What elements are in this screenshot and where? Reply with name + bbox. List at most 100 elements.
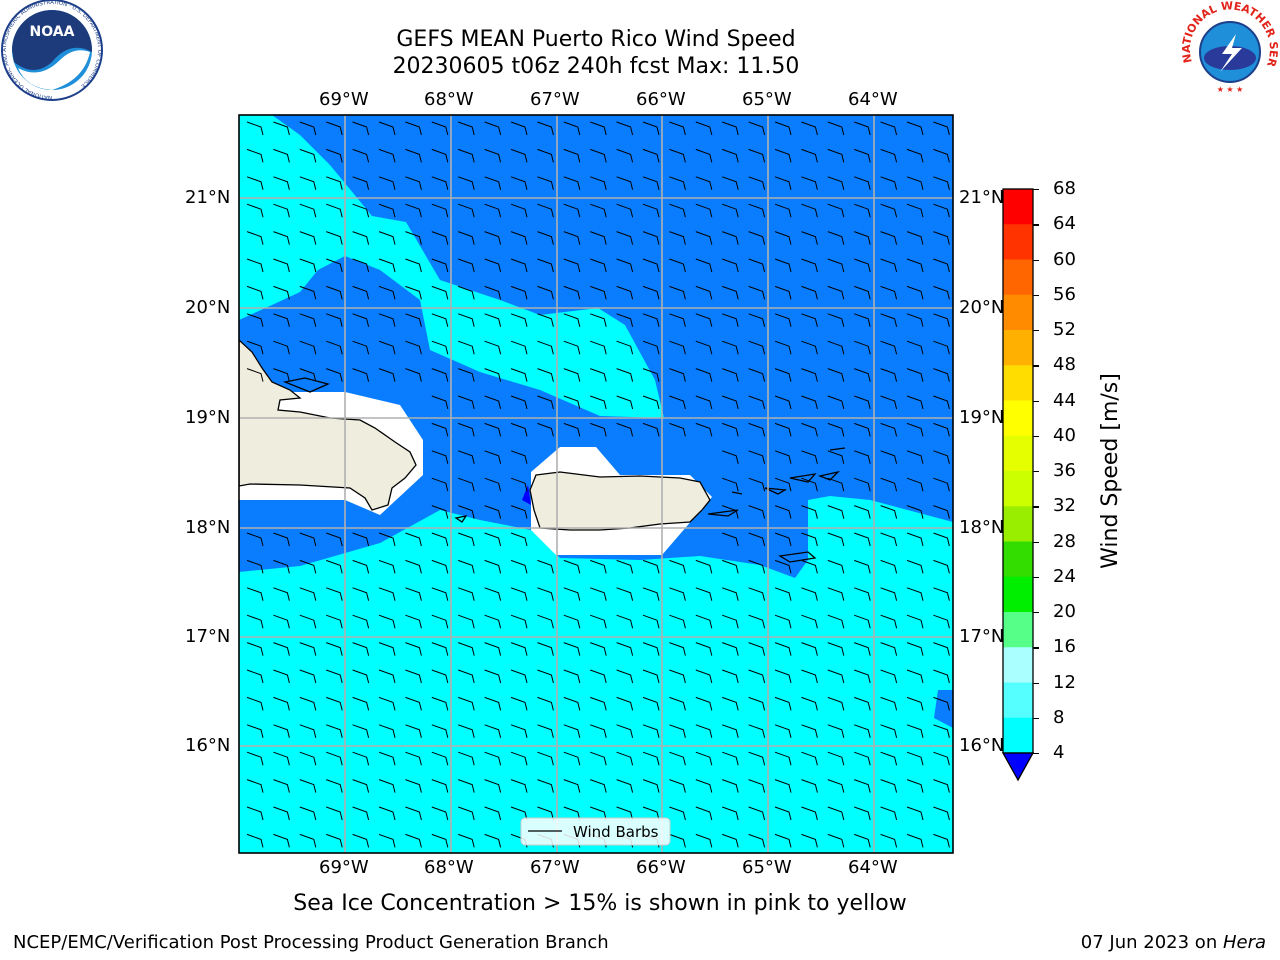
wind-barb xyxy=(431,231,449,245)
wind-barb xyxy=(722,422,739,437)
wind-barb xyxy=(695,669,713,684)
wind-barb xyxy=(801,395,818,410)
wind-barb xyxy=(299,532,317,547)
wind-barb xyxy=(748,313,766,327)
wind-barb xyxy=(563,422,581,437)
wind-barb xyxy=(695,121,713,136)
wind-barb xyxy=(695,833,713,848)
wind-barb xyxy=(933,231,950,245)
wind-barb xyxy=(827,368,845,382)
wind-barb xyxy=(590,779,607,793)
wind-barb xyxy=(854,532,871,547)
wind-barb xyxy=(246,669,264,684)
wind-barb xyxy=(273,669,290,684)
wind-barb xyxy=(246,285,264,300)
lon-label-top: 69°W xyxy=(319,89,369,110)
colorbar-tick-label: 60 xyxy=(1053,248,1076,270)
wind-barb xyxy=(246,696,264,711)
wind-barb xyxy=(431,806,449,821)
wind-barb xyxy=(801,505,818,519)
wind-barb xyxy=(642,779,660,793)
wind-barb xyxy=(378,642,396,656)
wind-barb xyxy=(458,313,475,327)
wind-barb xyxy=(642,559,660,574)
wind-barb xyxy=(880,203,898,218)
wind-barb xyxy=(616,779,634,793)
wind-barb xyxy=(801,285,818,300)
wind-barb xyxy=(642,696,660,711)
wind-barb xyxy=(616,395,634,410)
wind-barb xyxy=(722,669,739,684)
wind-barb xyxy=(563,751,581,766)
colorbar-tick-mark xyxy=(1033,259,1039,261)
colorbar-tick-label: 64 xyxy=(1053,213,1076,235)
wind-barb xyxy=(616,422,634,437)
wind-barb xyxy=(246,532,264,547)
wind-barb xyxy=(748,176,766,190)
wind-barb xyxy=(352,285,370,300)
colorbar-block xyxy=(1003,612,1033,648)
wind-barb xyxy=(827,614,845,629)
wind-barb xyxy=(880,450,898,464)
wind-barb xyxy=(405,779,422,793)
colorbar-block xyxy=(1003,259,1033,296)
wind-barb xyxy=(537,395,554,410)
wind-barb xyxy=(669,176,686,190)
lon-label-bottom: 67°W xyxy=(530,857,580,878)
wind-barb xyxy=(563,313,581,327)
wind-barb xyxy=(695,559,713,574)
wind-barb xyxy=(933,340,950,355)
wind-barb xyxy=(722,751,739,766)
wind-barb xyxy=(854,231,871,245)
wind-barb xyxy=(616,258,634,273)
wind-barb xyxy=(510,203,528,218)
wind-barb xyxy=(273,724,290,738)
wind-barb xyxy=(299,696,317,711)
wind-barb xyxy=(801,724,818,738)
wind-barb xyxy=(880,587,898,601)
wind-barb xyxy=(854,368,871,382)
wind-barb xyxy=(431,724,449,738)
wind-barb xyxy=(378,285,396,300)
wind-barb xyxy=(537,340,554,355)
wind-barb xyxy=(273,368,290,382)
wind-barb xyxy=(801,148,818,163)
wind-barb xyxy=(854,176,871,190)
wind-barb xyxy=(748,614,766,629)
legend: Wind Barbs xyxy=(520,817,671,846)
colorbar-tick-label: 12 xyxy=(1053,671,1076,693)
wind-barb xyxy=(748,121,766,136)
wind-barb xyxy=(246,368,264,382)
wind-barb xyxy=(246,258,264,273)
wind-barb xyxy=(669,779,686,793)
wind-barb xyxy=(669,833,686,848)
wind-barb xyxy=(801,231,818,245)
wind-barb xyxy=(827,231,845,245)
wind-barb xyxy=(273,696,290,711)
colorbar-tick-label: 20 xyxy=(1053,601,1076,622)
lat-label-left: 20°N xyxy=(185,297,231,318)
land-virgin-islands xyxy=(731,470,841,495)
wind-barb xyxy=(537,368,554,382)
wind-barb xyxy=(484,505,502,519)
svg-text:★ ★ ★: ★ ★ ★ xyxy=(1217,85,1244,94)
wind-barb xyxy=(246,203,264,218)
colorbar-tick-mark xyxy=(1033,224,1039,226)
wind-barb xyxy=(774,258,792,273)
wind-barb xyxy=(906,559,924,574)
wind-barb xyxy=(563,806,581,821)
wind-barb xyxy=(933,833,950,848)
wind-barb xyxy=(326,614,343,629)
wind-barb xyxy=(880,395,898,410)
wind-barb xyxy=(616,148,634,163)
wind-barb xyxy=(563,395,581,410)
wind-barb xyxy=(774,642,792,656)
wind-barb xyxy=(405,203,422,218)
wind-barb xyxy=(827,532,845,547)
wind-barb xyxy=(563,258,581,273)
colorbar-tick-mark xyxy=(1033,506,1039,508)
wind-barb xyxy=(854,505,871,519)
wind-barb xyxy=(827,176,845,190)
wind-barb xyxy=(431,285,449,300)
wind-barb xyxy=(510,422,528,437)
